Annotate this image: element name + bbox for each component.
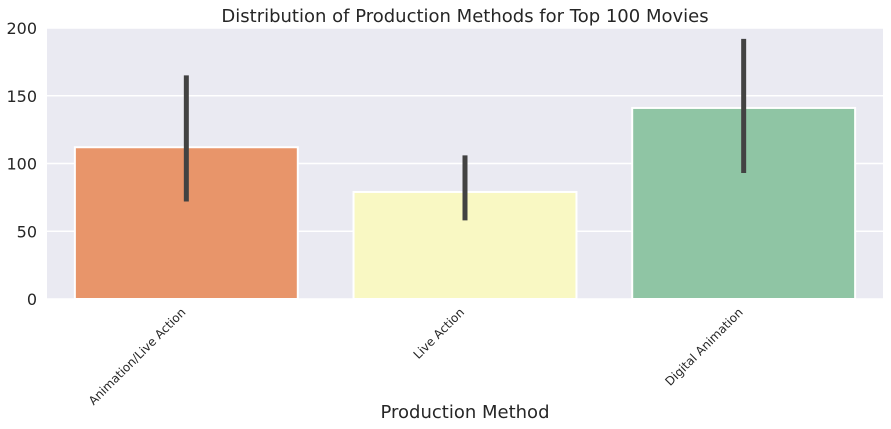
- x-tick-labels: Animation/Live Action Live Action Digital …: [86, 305, 746, 408]
- x-tick-label: Digital Animation: [662, 305, 745, 388]
- x-tick-label: Live Action: [411, 305, 468, 362]
- y-tick-label: 200: [6, 19, 37, 38]
- y-tick-label: 150: [6, 87, 37, 106]
- y-tick-label: 100: [6, 155, 37, 174]
- y-tick-label: 50: [17, 222, 37, 241]
- x-axis-label: Production Method: [381, 402, 550, 423]
- error-bars: [183, 38, 747, 221]
- y-tick-label: 0: [27, 290, 37, 309]
- x-tick-label: Animation/Live Action: [86, 305, 189, 408]
- chart-title: Distribution of Production Methods for T…: [221, 6, 708, 27]
- y-tick-labels: 0 50 100 150 200: [6, 19, 37, 309]
